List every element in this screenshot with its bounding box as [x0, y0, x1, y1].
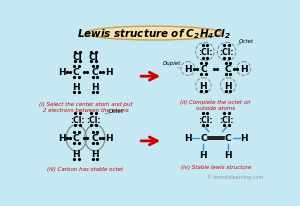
Text: (ii) Complete the octet on
outside atoms: (ii) Complete the octet on outside atoms [180, 100, 251, 111]
Text: Cl: Cl [73, 52, 83, 61]
Text: H: H [105, 68, 112, 77]
Text: $\bfit{Lewis\ structure\ of\ C_2H_4Cl_2}$: $\bfit{Lewis\ structure\ of\ C_2H_4Cl_2}… [77, 27, 231, 41]
Ellipse shape [86, 27, 222, 41]
Text: C: C [92, 68, 98, 77]
Text: H: H [58, 134, 66, 143]
Text: :Cl:: :Cl: [219, 48, 234, 57]
Text: Octet: Octet [109, 108, 124, 113]
Text: H: H [72, 149, 80, 158]
Text: (iii) Carbon has stable octet: (iii) Carbon has stable octet [47, 166, 124, 171]
Text: Duplet: Duplet [163, 61, 182, 66]
Text: C: C [225, 65, 232, 74]
Text: H: H [184, 65, 192, 74]
Text: :Cl:: :Cl: [86, 115, 100, 124]
Text: (i) Select the center atom and put
2 electrons between the atoms: (i) Select the center atom and put 2 ele… [39, 101, 132, 112]
Text: H: H [91, 83, 99, 92]
Text: :Cl:: :Cl: [219, 115, 234, 124]
Text: :Cl:: :Cl: [198, 115, 212, 124]
Text: H: H [91, 149, 99, 158]
Text: C: C [200, 65, 207, 74]
Text: C: C [225, 134, 232, 143]
Text: H: H [184, 134, 192, 143]
Text: Cl: Cl [88, 52, 98, 61]
Text: H: H [72, 83, 80, 92]
Text: H: H [240, 134, 248, 143]
Text: :Cl:: :Cl: [198, 48, 212, 57]
Text: C: C [200, 134, 207, 143]
Text: C: C [73, 134, 80, 143]
Text: © knordislearning.com: © knordislearning.com [207, 174, 264, 179]
Text: C: C [73, 68, 80, 77]
Text: H: H [105, 134, 112, 143]
Text: C: C [92, 134, 98, 143]
Text: H: H [224, 82, 232, 90]
Text: H: H [200, 151, 207, 159]
Text: H: H [240, 65, 248, 74]
Text: (iv) Stable lewis structure: (iv) Stable lewis structure [181, 164, 251, 169]
Text: H: H [58, 68, 66, 77]
Text: :Cl:: :Cl: [70, 115, 85, 124]
Text: H: H [224, 151, 232, 159]
Text: Octet: Octet [239, 39, 254, 44]
Text: H: H [200, 82, 207, 90]
